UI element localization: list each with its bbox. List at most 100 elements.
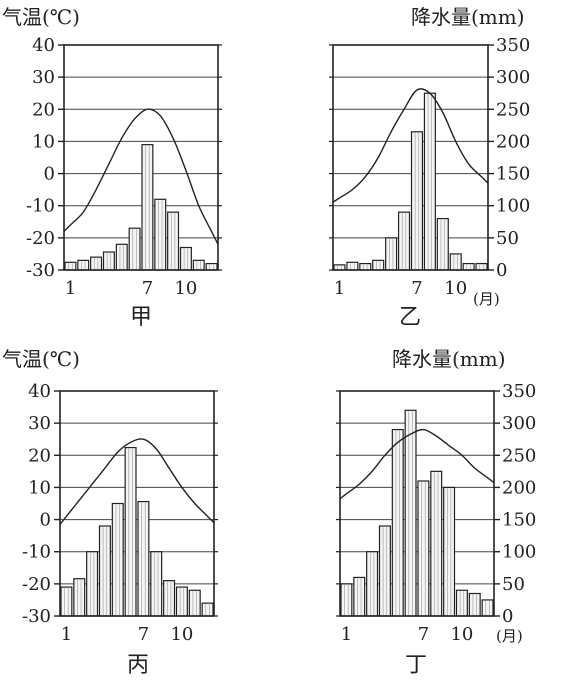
precip-tick-label: 200 <box>496 131 530 152</box>
precip-bar <box>397 211 411 271</box>
precip-bar <box>481 599 494 617</box>
precip-tick-label: 50 <box>502 574 525 595</box>
month-tick-label: 1 <box>61 624 72 645</box>
temp-tick-label: -20 <box>22 574 51 595</box>
precip-tick-label: 100 <box>496 196 530 217</box>
precip-bar <box>205 262 218 271</box>
precip-bar <box>90 256 103 271</box>
month-tick-label: 1 <box>334 278 345 299</box>
precip-bar <box>179 246 192 271</box>
temp-tick-label: 10 <box>28 477 51 498</box>
precip-bar <box>340 583 353 617</box>
precip-bar <box>73 578 86 617</box>
month-tick-label: 10 <box>450 624 473 645</box>
precip-tick-label: 0 <box>496 260 507 281</box>
month-tick-label: 7 <box>411 278 422 299</box>
precip-bar <box>404 409 417 617</box>
precip-axis-label-bottom: 降水量(mm) <box>392 347 506 371</box>
chart-name: 丙 <box>127 653 149 678</box>
precip-bar <box>124 446 137 617</box>
precip-tick-label: 150 <box>496 164 530 185</box>
month-tick-label: 10 <box>170 624 193 645</box>
chart-name: 甲 <box>130 305 152 330</box>
precip-bar <box>449 253 462 271</box>
temp-tick-label: 20 <box>32 99 55 120</box>
precip-tick-label: 250 <box>502 445 536 466</box>
precip-bar <box>141 144 154 271</box>
month-tick-label: 1 <box>65 278 76 299</box>
temp-tick-label: 40 <box>32 35 55 56</box>
month-unit-bottom: (月) <box>496 627 523 645</box>
precip-bar <box>150 551 163 617</box>
precip-bar <box>60 586 73 617</box>
precip-axis-label-top: 降水量(mm) <box>411 5 525 29</box>
temp-axis-label-top: 气温(℃) <box>2 5 80 29</box>
temp-tick-label: 30 <box>28 413 51 434</box>
precip-bar <box>430 470 443 617</box>
precip-bar <box>154 198 167 271</box>
precip-bar <box>468 592 481 617</box>
chart-name: 乙 <box>399 305 421 330</box>
precip-bar <box>443 486 456 617</box>
chart-2: 350 300 250 200 150 100 50 0 1 7 10 乙 <box>329 35 530 330</box>
temperature-line <box>63 108 219 245</box>
plot-frame <box>59 390 215 617</box>
month-tick-label: 10 <box>174 278 197 299</box>
precip-bar <box>137 500 150 617</box>
precip-bar <box>391 428 404 617</box>
precip-tick-label: 350 <box>496 35 530 56</box>
chart-3: 40 30 20 10 0 -10 -20 -30 1 7 10 丙 <box>22 381 218 678</box>
precip-bar <box>111 502 124 617</box>
precip-bar <box>417 480 430 617</box>
temperature-line <box>332 88 489 203</box>
precip-tick-label: 100 <box>502 542 536 563</box>
temp-tick-label: -30 <box>26 260 55 281</box>
chart-name: 丁 <box>405 653 427 678</box>
precip-bar <box>188 589 201 617</box>
precip-bar <box>77 259 90 271</box>
precip-bar <box>462 262 475 271</box>
precip-bar <box>98 525 111 617</box>
chart-4: 350 300 250 200 150 100 50 0 1 7 10 丁 <box>336 381 536 678</box>
precip-bar <box>102 251 115 271</box>
precip-bar <box>64 261 77 271</box>
temp-tick-label: 0 <box>40 510 51 531</box>
precip-bar <box>86 551 99 617</box>
month-tick-label: 10 <box>444 278 467 299</box>
temp-axis-label-bottom: 气温(℃) <box>2 347 80 371</box>
precip-bar <box>455 589 468 617</box>
precip-tick-label: 150 <box>502 510 536 531</box>
temp-tick-label: -30 <box>22 606 51 627</box>
temp-tick-label: 10 <box>32 131 55 152</box>
precip-bar <box>359 262 372 271</box>
precip-bar <box>410 131 424 271</box>
precip-tick-label: 0 <box>502 606 513 627</box>
precip-bar <box>475 262 488 271</box>
month-unit-top: (月) <box>473 290 500 308</box>
plot-frame <box>332 44 489 271</box>
precip-tick-label: 250 <box>496 99 530 120</box>
temperature-line <box>59 438 215 525</box>
temp-tick-label: 40 <box>28 381 51 402</box>
precip-bar <box>385 237 398 271</box>
precip-tick-label: 350 <box>502 381 536 402</box>
temp-tick-label: 30 <box>32 67 55 88</box>
temp-tick-label: -20 <box>26 228 55 249</box>
precip-bar <box>378 525 391 617</box>
month-tick-label: 7 <box>142 278 153 299</box>
precip-bar <box>175 586 188 617</box>
precip-bar <box>372 259 385 271</box>
temp-tick-label: 20 <box>28 445 51 466</box>
month-tick-label: 7 <box>418 624 429 645</box>
precip-bar <box>423 92 436 271</box>
precip-tick-label: 300 <box>496 67 530 88</box>
precip-bar <box>201 602 214 617</box>
precip-bar <box>353 576 366 617</box>
month-tick-label: 7 <box>138 624 149 645</box>
precip-bar <box>192 259 205 271</box>
chart-1: 40 30 20 10 0 -10 -20 -30 1 7 10 甲 <box>26 35 222 330</box>
precip-bar <box>163 580 176 617</box>
precip-bar <box>346 261 359 271</box>
plot-frame <box>339 390 495 617</box>
precip-bar <box>115 243 128 271</box>
